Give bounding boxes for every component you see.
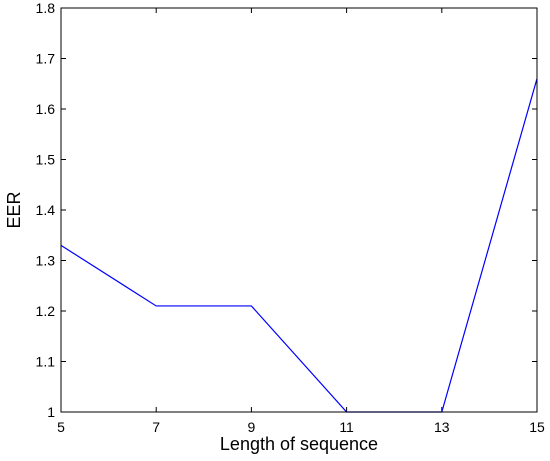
y-tick-label: 1.5 bbox=[36, 152, 56, 168]
series-layer bbox=[60, 78, 538, 413]
x-tick-label: 15 bbox=[529, 419, 545, 435]
x-tick-label: 13 bbox=[434, 419, 450, 435]
x-tick-label: 11 bbox=[339, 419, 354, 435]
x-tick-label: 5 bbox=[57, 419, 65, 435]
x-tick-label: 9 bbox=[248, 419, 256, 435]
y-tick-label: 1.7 bbox=[36, 51, 56, 67]
y-tick-label: 1.1 bbox=[36, 354, 56, 370]
x-axis-title: Length of sequence bbox=[220, 434, 378, 454]
y-tick-label: 1.6 bbox=[36, 101, 56, 117]
plot-area bbox=[61, 8, 537, 412]
series-line-0 bbox=[60, 78, 538, 413]
y-tick-label: 1.3 bbox=[36, 253, 56, 269]
y-tick-label: 1 bbox=[47, 404, 55, 420]
y-tick-label: 1.8 bbox=[36, 0, 56, 16]
plot-frame bbox=[60, 7, 538, 413]
y-axis-title: EER bbox=[4, 191, 24, 228]
x-tick-label: 7 bbox=[152, 419, 160, 435]
y-tick-label: 1.4 bbox=[36, 202, 56, 218]
y-tick-label: 1.2 bbox=[36, 303, 56, 319]
ticks: 5 7 9 11 13 15 1 1.1 1.2 1.3 1.4 1.5 1.6 1.7 1.8 bbox=[36, 0, 545, 435]
